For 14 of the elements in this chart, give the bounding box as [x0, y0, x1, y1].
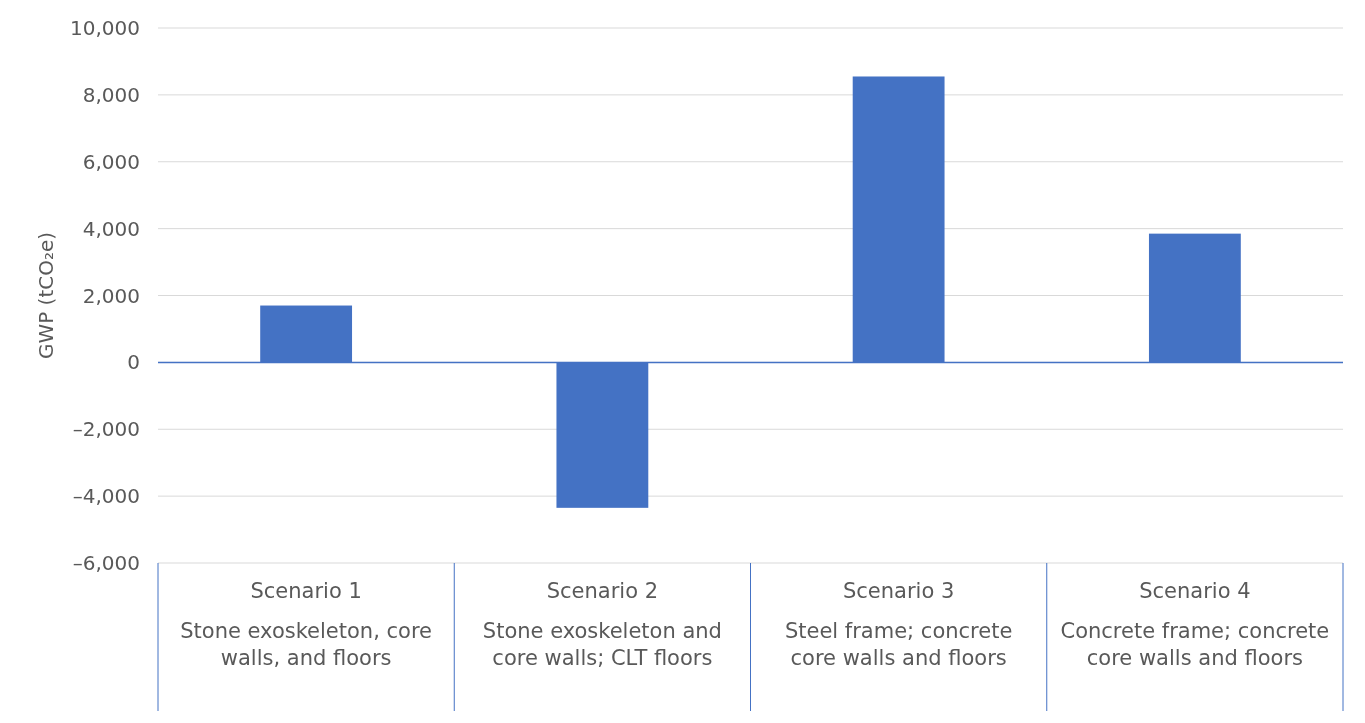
y-tick-label: –4,000	[72, 484, 140, 509]
y-tick-label: 8,000	[82, 82, 140, 107]
y-tick-label: –6,000	[72, 551, 140, 575]
y-tick-label: 6,000	[82, 149, 140, 174]
y-tick-label: 10,000	[70, 16, 140, 40]
y-tick-label: 4,000	[82, 216, 140, 241]
x-tick-label: Scenario 4 Concrete frame; concrete core walls and floors	[1060, 579, 1330, 670]
y-axis-title: GWP (tCO₂e)	[34, 231, 58, 360]
x-tick-label: Scenario 2 Stone exoskeleton and core walls; CLT floors	[482, 579, 722, 670]
x-tick-label: Scenario 1 Stone exoskeleton, core walls, and floors	[180, 579, 433, 670]
y-tick-label: 0	[127, 350, 140, 375]
x-tick-label: Scenario 3 Steel frame; concrete core walls and floors	[784, 579, 1013, 670]
y-tick-label: 2,000	[82, 283, 140, 308]
y-tick-label: –2,000	[72, 417, 140, 442]
